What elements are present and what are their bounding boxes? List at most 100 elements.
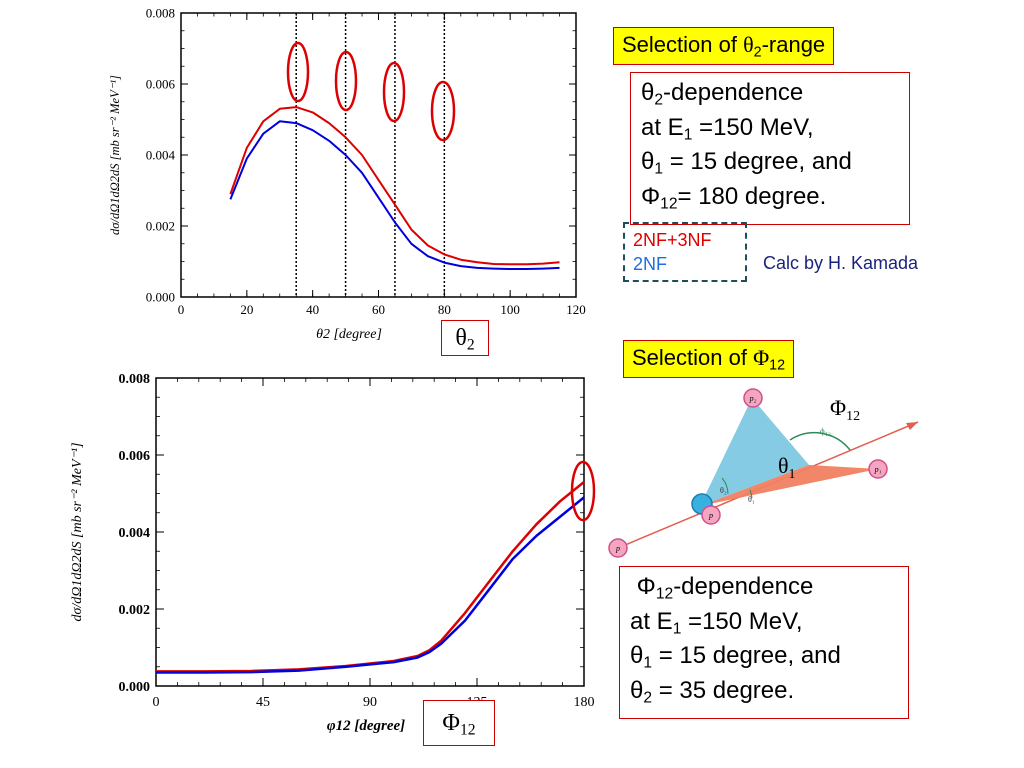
y-tick-label: 0.000 xyxy=(146,290,175,305)
series-line-2nf-3nf xyxy=(229,106,560,266)
credit-text: Calc by H. Kamada xyxy=(763,253,919,273)
txt: =150 MeV, xyxy=(692,113,814,141)
txt: -dependence xyxy=(673,573,814,600)
sym: Φ xyxy=(641,183,661,211)
scattering-plane-blue xyxy=(700,398,809,506)
phi12-ylabel: dσ/dΩ1dΩ2dS [mb sr⁻² MeV⁻¹] xyxy=(70,442,85,621)
info-line: θ1 = 15 degree, and xyxy=(630,642,898,677)
phi12-dependence-box: Φ12-dependence at E1 =150 MeV, θ1 = 15 d… xyxy=(619,566,909,719)
particle-p1 xyxy=(868,459,888,479)
x-tick-label: 45 xyxy=(256,695,270,710)
sub: 2 xyxy=(654,91,664,109)
x-tick-label: 120 xyxy=(566,302,586,317)
info-line: θ1 = 15 degree, and xyxy=(641,148,899,183)
y-tick-label: 0.002 xyxy=(146,219,175,234)
txt: = 35 degree. xyxy=(652,677,795,705)
selection-ellipse xyxy=(382,61,406,123)
y-tick-label: 0.008 xyxy=(146,6,175,21)
particle-beam-p xyxy=(608,538,628,558)
theta2-chart: 0 20 40 60 80 100 120 0.000 0.002 0.004 0.006 0.008… xyxy=(108,6,586,342)
theta2-symbol-sub: 2 xyxy=(466,336,475,354)
theta2-selection-ellipses xyxy=(286,41,456,142)
txt: = 180 degree. xyxy=(677,183,827,211)
series-line-2nf xyxy=(156,496,585,674)
x-tick-label: 60 xyxy=(372,302,385,317)
banner-text: Selection of xyxy=(622,32,744,57)
sub: 2 xyxy=(643,689,653,707)
sub: 12 xyxy=(660,195,678,213)
diagram-theta2-small: θ₂ xyxy=(720,486,727,495)
y-tick-label: 0.008 xyxy=(119,372,151,387)
y-tick-label: 0.002 xyxy=(119,603,151,618)
diagram-phi12-label: Φ12 xyxy=(830,395,860,424)
banner-sub: 12 xyxy=(769,357,786,374)
y-tick-label: 0.000 xyxy=(119,680,151,695)
sub: 1 xyxy=(683,126,693,144)
x-tick-label: 40 xyxy=(306,302,319,317)
theta2-xlabel: θ2 [degree] xyxy=(316,327,382,342)
info-line: θ2 = 35 degree. xyxy=(630,677,898,712)
y-tick-label: 0.006 xyxy=(146,77,176,92)
theta2-symbol: θ xyxy=(455,325,467,351)
txt: at E xyxy=(630,607,673,635)
legend: 2NF+3NF 2NF xyxy=(623,222,747,282)
theta2-dependence-box: θ2-dependence at E1 =150 MeV, θ1 = 15 de… xyxy=(630,72,910,225)
phi12-symbol-box: Φ12 xyxy=(423,700,495,746)
txt: = 15 degree, and xyxy=(652,642,841,670)
legend-item-2nf: 2NF xyxy=(633,254,668,274)
sym: θ xyxy=(630,642,644,670)
particle-p2 xyxy=(743,388,763,408)
x-tick-label: 100 xyxy=(500,302,520,317)
sym: θ xyxy=(641,148,655,176)
selection-phi12-banner: Selection of Φ12 xyxy=(623,340,795,379)
y-tick-label: 0.006 xyxy=(119,449,151,464)
sub: 1 xyxy=(672,620,682,638)
sub: 12 xyxy=(655,585,674,603)
txt: at E xyxy=(641,113,684,141)
selection-ellipse xyxy=(430,80,456,142)
y-tick-label: 0.004 xyxy=(146,148,176,163)
scattering-plane-orange xyxy=(700,465,878,506)
info-line: Φ12-dependence xyxy=(630,573,898,608)
diagram-phi-small: ϕ₁₂ xyxy=(820,426,831,436)
phi12-xlabel: φ12 [degree] xyxy=(327,718,405,734)
sym: θ xyxy=(630,677,644,705)
txt: =150 MeV, xyxy=(681,607,803,635)
phi12-symbol: Φ xyxy=(442,710,460,736)
phi12-plot-frame xyxy=(155,377,585,687)
x-tick-label: 0 xyxy=(153,695,160,710)
info-line: θ2-dependence xyxy=(641,79,899,114)
particle-target-p xyxy=(701,505,721,525)
banner-sub: 2 xyxy=(753,44,762,61)
theta2-symbol-box: θ2 xyxy=(441,320,489,356)
sym: θ xyxy=(641,79,655,106)
banner-symbol: θ xyxy=(743,32,754,57)
selection-ellipse xyxy=(286,41,310,103)
x-tick-label: 80 xyxy=(438,302,451,317)
txt: -dependence xyxy=(663,79,804,106)
banner-symbol: Φ xyxy=(753,345,770,370)
theta2-ylabel: dσ/dΩ1dΩ2dS [mb sr⁻² MeV⁻¹] xyxy=(108,75,122,235)
theta1-arc xyxy=(749,489,753,499)
x-tick-label: 0 xyxy=(178,302,185,317)
phi12-symbol-sub: 12 xyxy=(459,721,476,739)
y-tick-label: 0.004 xyxy=(119,526,151,541)
x-tick-label: 20 xyxy=(240,302,253,317)
theta2-arc xyxy=(721,477,729,495)
kinematics-diagram: Φ12 θ1 ϕ₁₂ θ₂ θ₁ p₂ p₁ p p xyxy=(608,388,919,558)
particle-p2-label: p₂ xyxy=(749,394,757,403)
series-line-2nf-3nf xyxy=(156,481,585,673)
sub: 1 xyxy=(643,655,653,673)
info-line: Φ12= 180 degree. xyxy=(641,183,899,218)
x-tick-label: 90 xyxy=(363,695,377,710)
particle-beam-p-label: p xyxy=(615,544,620,553)
particle-p1-label: p₁ xyxy=(874,465,882,474)
selection-ellipse xyxy=(334,50,358,112)
diagram-theta1-small: θ₁ xyxy=(748,495,755,504)
txt: = 15 degree, and xyxy=(663,148,852,176)
info-line: at E1 =150 MeV, xyxy=(630,608,898,643)
banner-text-post: -range xyxy=(761,32,826,57)
selection-theta2-banner: Selection of θ2-range xyxy=(613,27,835,66)
diagram-theta1-label: θ1 xyxy=(778,453,796,482)
